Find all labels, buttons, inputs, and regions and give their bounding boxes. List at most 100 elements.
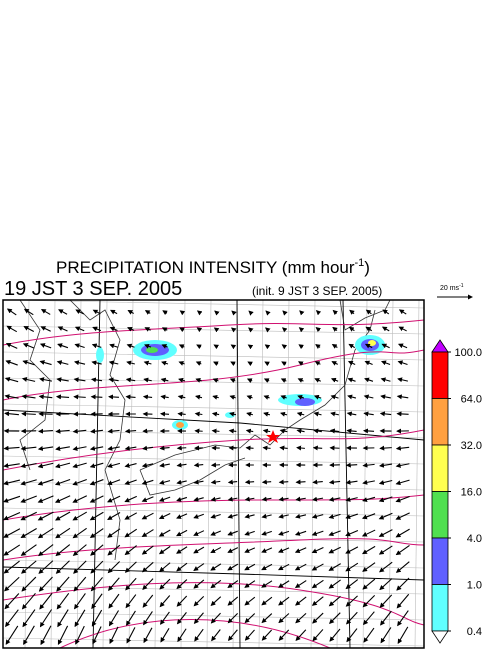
- wind-arrow: [295, 596, 307, 606]
- wind-arrow: [110, 309, 118, 315]
- wind-arrow: [125, 594, 137, 609]
- vector-scale-label: 20 ms-1: [440, 283, 464, 292]
- wind-arrow: [396, 577, 410, 591]
- wind-arrow: [91, 593, 103, 610]
- wind-arrow: [261, 496, 272, 502]
- wind-arrow: [296, 428, 305, 434]
- grid-line: [3, 507, 424, 517]
- wind-arrow: [107, 544, 121, 556]
- wind-arrow: [193, 563, 205, 572]
- wind-arrow: [193, 546, 205, 554]
- wind-arrow: [194, 411, 203, 417]
- wind-arrow: [230, 344, 237, 350]
- wind-arrow: [312, 479, 323, 485]
- wind-arrow: [160, 394, 169, 400]
- wind-arrow: [127, 310, 134, 315]
- grid-line: [3, 403, 424, 413]
- wind-arrow: [347, 377, 356, 383]
- wind-arrow: [55, 511, 71, 521]
- colorbar-segment: [431, 398, 449, 446]
- wind-arrow: [294, 563, 307, 571]
- wind-arrow: [74, 343, 85, 349]
- wind-arrow: [345, 479, 358, 485]
- wind-arrow: [193, 496, 204, 502]
- wind-arrow: [90, 544, 104, 556]
- wind-arrow: [245, 428, 254, 434]
- wind-arrow: [89, 495, 104, 503]
- wind-arrow: [230, 327, 237, 333]
- wind-arrow: [107, 445, 120, 451]
- wind-arrow: [313, 411, 322, 417]
- wind-arrow: [210, 579, 222, 589]
- wind-arrow: [107, 495, 121, 503]
- wind-arrow: [263, 411, 271, 417]
- wind-arrow: [229, 395, 236, 400]
- vector-scale-text: 20 ms: [440, 285, 460, 292]
- wind-vectors: [3, 308, 410, 646]
- wind-arrow: [89, 511, 104, 521]
- wind-arrow: [176, 496, 188, 502]
- wind-arrow: [57, 326, 68, 332]
- wind-arrow: [158, 529, 171, 537]
- wind-arrow: [176, 445, 187, 451]
- wind-arrow: [329, 428, 340, 434]
- wind-arrow: [315, 310, 322, 316]
- wind-arrow: [210, 612, 221, 624]
- wind-arrow: [315, 327, 322, 333]
- colorbar-over: [431, 339, 449, 353]
- wind-arrow: [73, 560, 87, 574]
- wind-arrow: [90, 577, 103, 592]
- wind-arrow: [178, 344, 185, 349]
- wind-arrow: [382, 309, 390, 315]
- grid-line: [388, 300, 394, 648]
- wind-arrow: [107, 479, 121, 486]
- wind-arrow: [193, 595, 205, 607]
- wind-arrow: [312, 612, 324, 624]
- wind-arrow: [345, 562, 359, 572]
- wind-arrow: [23, 308, 34, 316]
- wind-arrow: [213, 361, 219, 366]
- title: PRECIPITATION INTENSITY (mm hour-1): [56, 257, 370, 277]
- wind-arrow: [74, 326, 85, 332]
- wind-arrow: [210, 496, 221, 502]
- colorbar-label: 4.0: [467, 533, 482, 545]
- wind-arrow: [92, 326, 102, 332]
- wind-arrow: [124, 495, 137, 503]
- grid-line: [284, 300, 290, 648]
- wind-arrow: [395, 495, 410, 503]
- wind-arrow: [248, 327, 254, 333]
- wind-arrow: [397, 626, 409, 644]
- location-star: [266, 430, 280, 443]
- wind-arrow: [380, 377, 391, 383]
- wind-arrow: [54, 478, 71, 486]
- wind-arrow: [38, 544, 54, 557]
- grid-line: [3, 325, 424, 335]
- wind-arrow: [281, 344, 288, 350]
- wind-arrow: [363, 411, 374, 417]
- wind-arrow: [193, 479, 204, 485]
- wind-arrow: [230, 361, 236, 367]
- grid-line: [3, 585, 424, 595]
- wind-arrow: [381, 360, 391, 366]
- colorbar-label: 16.0: [461, 487, 482, 499]
- colorbar-under: [431, 630, 449, 644]
- wind-arrow: [211, 411, 220, 417]
- wind-arrow: [37, 446, 54, 451]
- wind-arrow: [294, 580, 307, 588]
- coast: [19, 300, 51, 471]
- wind-arrow: [91, 360, 102, 366]
- wind-arrow: [279, 445, 288, 451]
- wind-arrow: [55, 428, 70, 434]
- wind-arrow: [21, 576, 37, 592]
- wind-arrow: [4, 411, 19, 417]
- title-text: PRECIPITATION INTENSITY (mm hour: [56, 258, 355, 277]
- wind-arrow: [126, 627, 136, 644]
- wind-arrow: [244, 613, 256, 624]
- wind-arrow: [58, 309, 68, 315]
- wind-arrow: [55, 394, 70, 400]
- colorbar-label: 32.0: [461, 440, 482, 452]
- wind-arrow: [125, 377, 136, 383]
- wind-arrow: [362, 545, 376, 555]
- wind-arrow: [177, 394, 186, 400]
- wind-arrow: [56, 576, 70, 592]
